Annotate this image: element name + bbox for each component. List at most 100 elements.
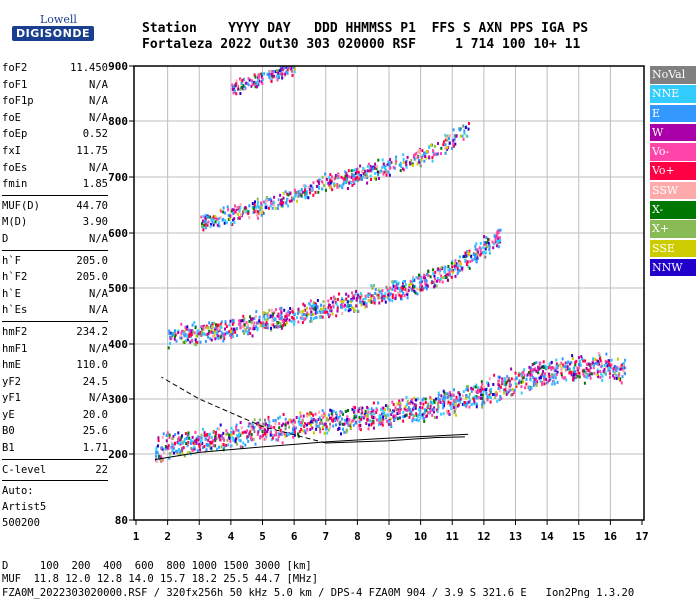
echo-point — [355, 289, 357, 293]
echo-point — [267, 427, 269, 431]
echo-point — [361, 408, 363, 412]
echo-point — [442, 397, 445, 401]
echo-point — [352, 405, 355, 409]
echo-point — [385, 415, 388, 418]
echo-point — [242, 84, 245, 88]
echo-point — [542, 370, 544, 374]
echo-point — [239, 322, 242, 326]
echo-point — [298, 189, 301, 193]
echo-point — [436, 279, 438, 283]
echo-point — [207, 443, 209, 447]
param-row: h`Es N/A — [2, 302, 108, 319]
echo-point — [548, 372, 550, 376]
echo-point — [258, 315, 261, 319]
echo-point — [359, 295, 362, 299]
echo-point — [536, 380, 539, 384]
echo-point — [228, 436, 231, 440]
echo-point — [312, 301, 315, 305]
echo-point — [341, 312, 344, 316]
echo-point — [526, 373, 529, 377]
echo-point — [168, 329, 171, 333]
echo-point — [277, 438, 280, 442]
echo-point — [161, 435, 164, 439]
echo-point — [384, 408, 387, 412]
echo-point — [177, 436, 180, 440]
echo-point — [280, 67, 283, 71]
echo-point — [421, 413, 424, 417]
echo-point — [413, 285, 415, 289]
echo-point — [377, 423, 380, 427]
echo-point — [577, 356, 580, 360]
param-name: foEp — [2, 128, 28, 141]
echo-point — [191, 338, 193, 342]
echo-point — [204, 222, 207, 226]
echo-point — [330, 305, 332, 309]
echo-point — [442, 395, 445, 399]
echo-point — [381, 165, 384, 169]
echo-point — [267, 316, 270, 320]
echo-point — [412, 275, 415, 279]
echo-point — [533, 362, 536, 365]
echo-point — [262, 422, 265, 426]
echo-point — [207, 433, 210, 437]
echo-point — [437, 396, 440, 400]
echo-point — [325, 427, 328, 431]
echo-point — [252, 211, 255, 214]
echo-point — [353, 416, 356, 420]
echo-point — [307, 185, 310, 189]
echo-point — [302, 309, 305, 313]
echo-point — [304, 308, 307, 312]
echo-point — [334, 183, 337, 187]
echo-point — [265, 318, 268, 321]
echo-point — [438, 271, 441, 275]
echo-point — [466, 402, 468, 406]
echo-point — [457, 269, 460, 273]
echo-point — [344, 308, 347, 312]
echo-point — [417, 397, 419, 401]
echo-point — [442, 143, 445, 147]
echo-point — [365, 171, 368, 175]
echo-point — [409, 279, 412, 283]
x-tick-label: 4 — [228, 530, 235, 543]
echo-point — [346, 174, 349, 178]
echo-point — [330, 178, 333, 182]
echo-point — [192, 441, 195, 445]
echo-point — [201, 222, 203, 226]
echo-point — [531, 363, 534, 367]
echo-point — [232, 330, 235, 334]
echo-point — [574, 361, 577, 365]
echo-point — [346, 421, 349, 425]
echo-point — [539, 379, 542, 383]
echo-point — [170, 445, 173, 449]
echo-point — [256, 203, 259, 207]
echo-point — [511, 393, 514, 396]
echo-point — [203, 223, 206, 227]
echo-point — [444, 138, 447, 142]
echo-point — [392, 409, 395, 413]
echo-point — [224, 327, 226, 331]
echo-point — [475, 255, 478, 259]
echo-point — [344, 170, 347, 174]
param-value: 44.70 — [76, 199, 108, 212]
echo-point — [466, 250, 469, 254]
echo-point — [228, 433, 231, 437]
echo-point — [444, 396, 447, 400]
echo-point — [324, 172, 327, 176]
echo-point — [473, 402, 476, 406]
echo-point — [256, 83, 259, 87]
echo-point — [482, 245, 485, 249]
echo-point — [467, 251, 470, 255]
echo-point — [459, 264, 462, 268]
echo-point — [206, 215, 209, 219]
echo-point — [247, 328, 250, 332]
y-tick-label: 600 — [108, 227, 128, 240]
echo-point — [465, 394, 468, 398]
echo-point — [187, 328, 190, 332]
param-name: yF1 — [2, 392, 21, 405]
echo-point — [402, 280, 405, 283]
echo-point — [555, 358, 558, 362]
echo-point — [293, 428, 296, 431]
echo-point — [230, 426, 233, 430]
echo-point — [253, 430, 256, 434]
echo-point — [329, 173, 332, 177]
